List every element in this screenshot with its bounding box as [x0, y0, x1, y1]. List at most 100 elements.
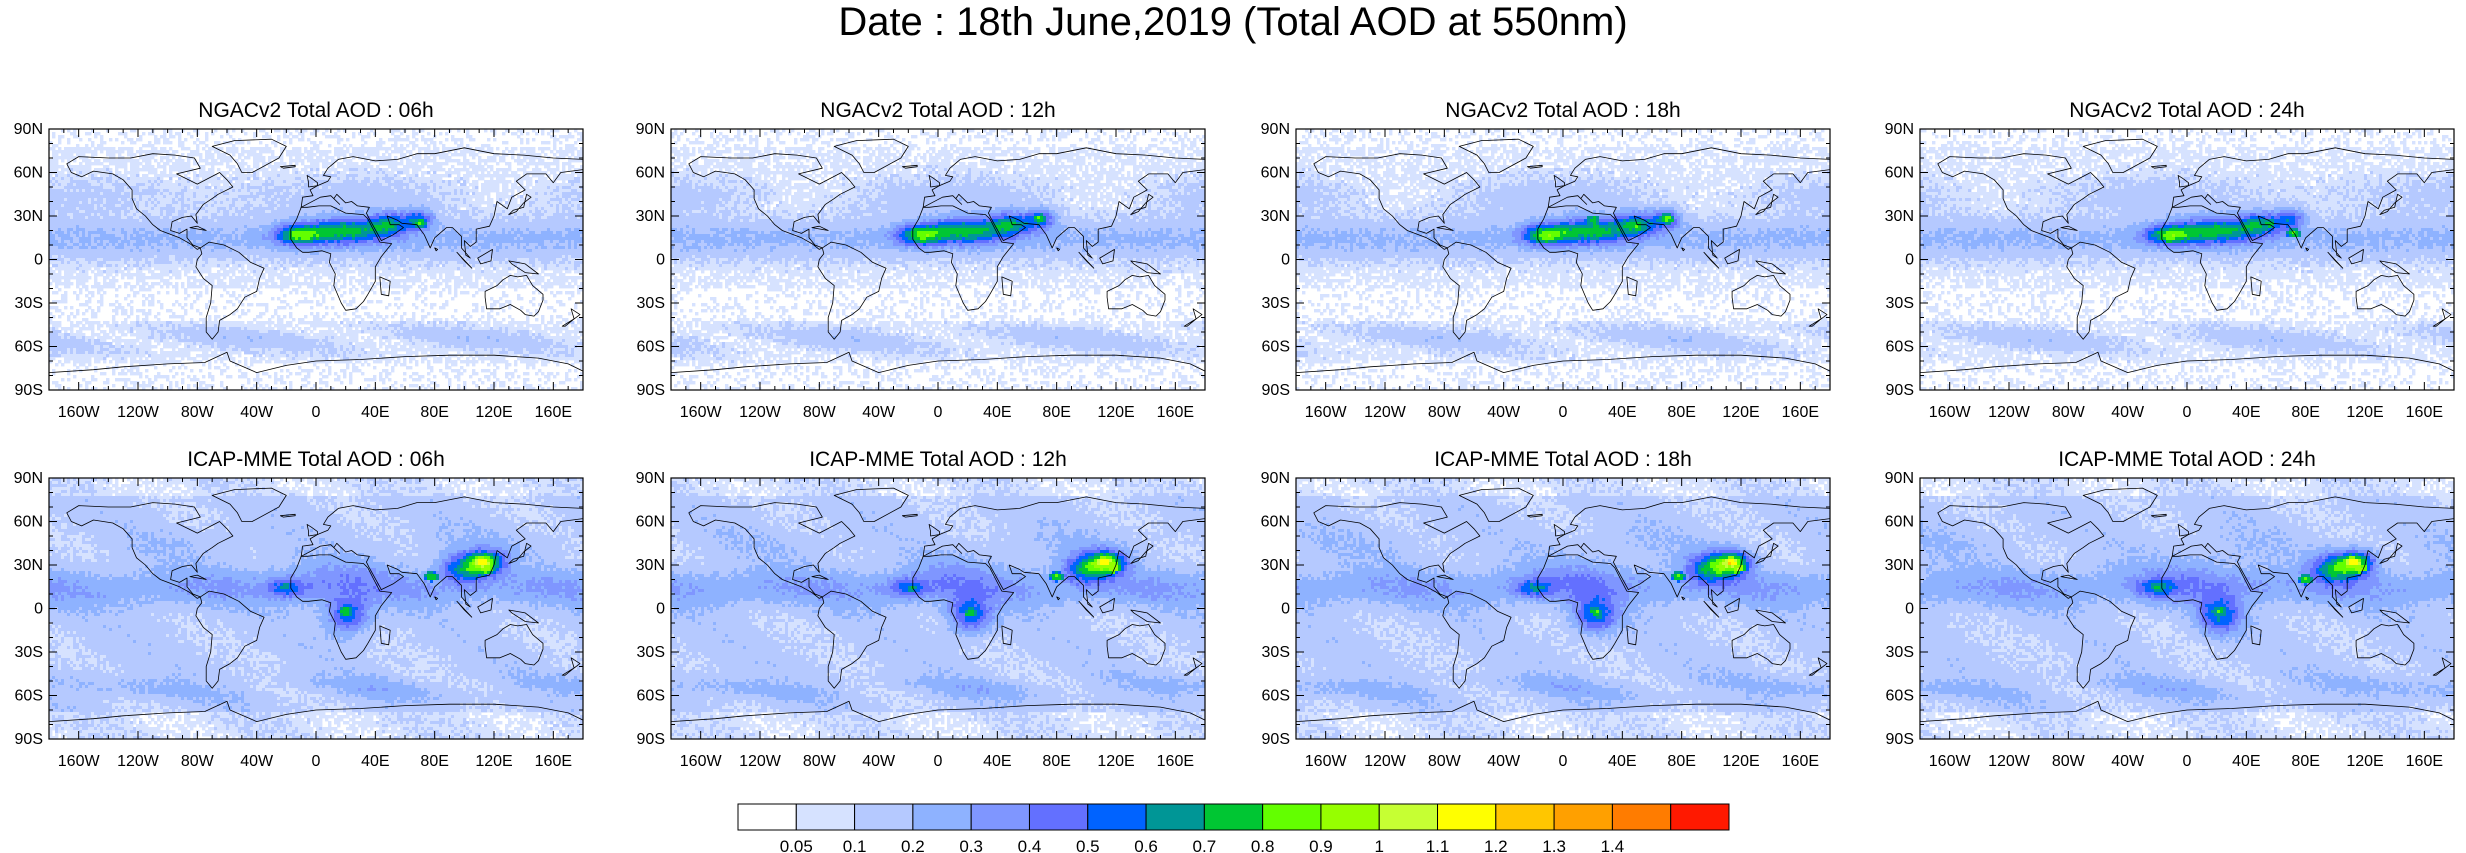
coastline [671, 700, 1205, 739]
x-tick-label: 120E [475, 753, 512, 770]
coastline [1001, 276, 1013, 297]
x-tick-label: 160W [1305, 753, 1348, 770]
coastline [1442, 241, 1512, 340]
coastline [2066, 241, 2136, 340]
y-tick-label: 90S [637, 731, 665, 748]
colorbar-label: 0.7 [1193, 837, 1217, 853]
aod-field [671, 478, 1205, 739]
coastline [2161, 554, 2264, 660]
x-tick-label: 40E [361, 404, 389, 421]
colorbar-box [1320, 803, 1380, 831]
coastline [2161, 205, 2264, 311]
x-tick-label: 120W [1364, 753, 1407, 770]
coastline [290, 554, 393, 660]
x-tick-label: 160E [1157, 753, 1194, 770]
figure-title: Date : 18th June,2019 (Total AOD at 550n… [0, 0, 2466, 44]
coastline [902, 164, 918, 169]
coastline [300, 496, 583, 608]
y-tick-label: 60N [1885, 165, 1914, 182]
coastline [912, 554, 1015, 660]
coastline [811, 225, 829, 231]
coastline [912, 205, 1015, 311]
coastline [456, 251, 473, 269]
coastline [211, 487, 287, 522]
coastline [49, 351, 583, 390]
coastline [833, 487, 909, 522]
y-tick-label: 90S [637, 382, 665, 399]
coastline [508, 609, 539, 624]
x-tick-label: 0 [1559, 753, 1568, 770]
x-tick-label: 80E [2291, 404, 2319, 421]
coastline [49, 700, 583, 739]
x-tick-label: 120E [475, 404, 512, 421]
coastline [1808, 308, 1828, 327]
y-tick-label: 90N [1261, 121, 1290, 138]
coastline [1703, 251, 1720, 269]
x-tick-label: 40W [862, 753, 896, 770]
coastline [1681, 247, 1685, 252]
coastline [1553, 524, 1565, 537]
colorbar-box [1495, 803, 1555, 831]
coastline [902, 513, 918, 518]
coastline [306, 524, 318, 537]
coastline [1183, 657, 1203, 676]
panel-title: ICAP-MME Total AOD : 24h [2058, 448, 2316, 471]
x-tick-label: 40W [1487, 753, 1521, 770]
x-tick-label: 40E [1608, 404, 1636, 421]
x-tick-label: 80E [1042, 404, 1070, 421]
coastline [306, 174, 318, 188]
y-tick-label: 30N [1261, 208, 1290, 225]
y-tick-label: 90S [1886, 731, 1914, 748]
coastline [1527, 164, 1543, 169]
y-tick-label: 30S [1262, 644, 1290, 661]
y-tick-label: 30N [636, 557, 665, 574]
x-tick-label: 120W [739, 753, 782, 770]
coastline [1724, 248, 1740, 265]
x-tick-label: 80W [181, 753, 215, 770]
coastline [300, 147, 583, 259]
map-panel-3: NGACv2 Total AOD : 18h 160W 120W 80W 40W 0 40E… [1261, 99, 1831, 421]
y-tick-label: 30N [14, 557, 43, 574]
coastlines [671, 138, 1205, 390]
coastline [2348, 598, 2364, 614]
x-tick-label: 80E [1667, 404, 1695, 421]
colorbar-box [1553, 803, 1613, 831]
colorbar-label: 0.1 [843, 837, 867, 853]
y-tick-label: 30N [1885, 557, 1914, 574]
x-tick-label: 40E [983, 404, 1011, 421]
map-panel-7: ICAP-MME Total AOD : 18h 160W 120W 80W 40W 0 4… [1261, 448, 1831, 770]
coastline [1313, 502, 1481, 599]
coastlines [49, 487, 583, 739]
coastline [211, 138, 287, 173]
y-tick-label: 30S [1886, 644, 1914, 661]
map-panel-4: NGACv2 Total AOD : 24h 160W 120W 80W 40W 0 40E… [1885, 99, 2455, 421]
x-tick-label: 80W [803, 404, 837, 421]
x-tick-label: 40W [2111, 404, 2145, 421]
x-tick-label: 160E [535, 753, 572, 770]
y-tick-label: 30S [15, 295, 43, 312]
coastline [922, 147, 1205, 259]
coastlines [1920, 487, 2454, 739]
coastline [1106, 274, 1166, 317]
colorbar-label: 1.4 [1601, 837, 1625, 853]
x-tick-label: 160E [2406, 753, 2443, 770]
x-tick-label: 80E [420, 404, 448, 421]
x-tick-label: 160E [2406, 404, 2443, 421]
coastline [195, 590, 265, 689]
x-tick-label: 160E [1157, 404, 1194, 421]
coastline [1937, 502, 2105, 599]
colorbar-box [1437, 803, 1497, 831]
coastline [1920, 351, 2454, 390]
y-tick-label: 30N [1261, 557, 1290, 574]
x-tick-label: 120E [2346, 404, 2383, 421]
coastline [279, 164, 296, 169]
y-tick-label: 90N [14, 121, 43, 138]
coastline [1130, 542, 1154, 564]
x-tick-label: 160E [1782, 404, 1819, 421]
y-tick-label: 90N [1885, 121, 1914, 138]
x-tick-label: 0 [312, 404, 321, 421]
coastlines [1296, 138, 1830, 390]
coastline [189, 225, 207, 231]
coastline [2327, 251, 2344, 269]
coastline [1078, 251, 1095, 269]
